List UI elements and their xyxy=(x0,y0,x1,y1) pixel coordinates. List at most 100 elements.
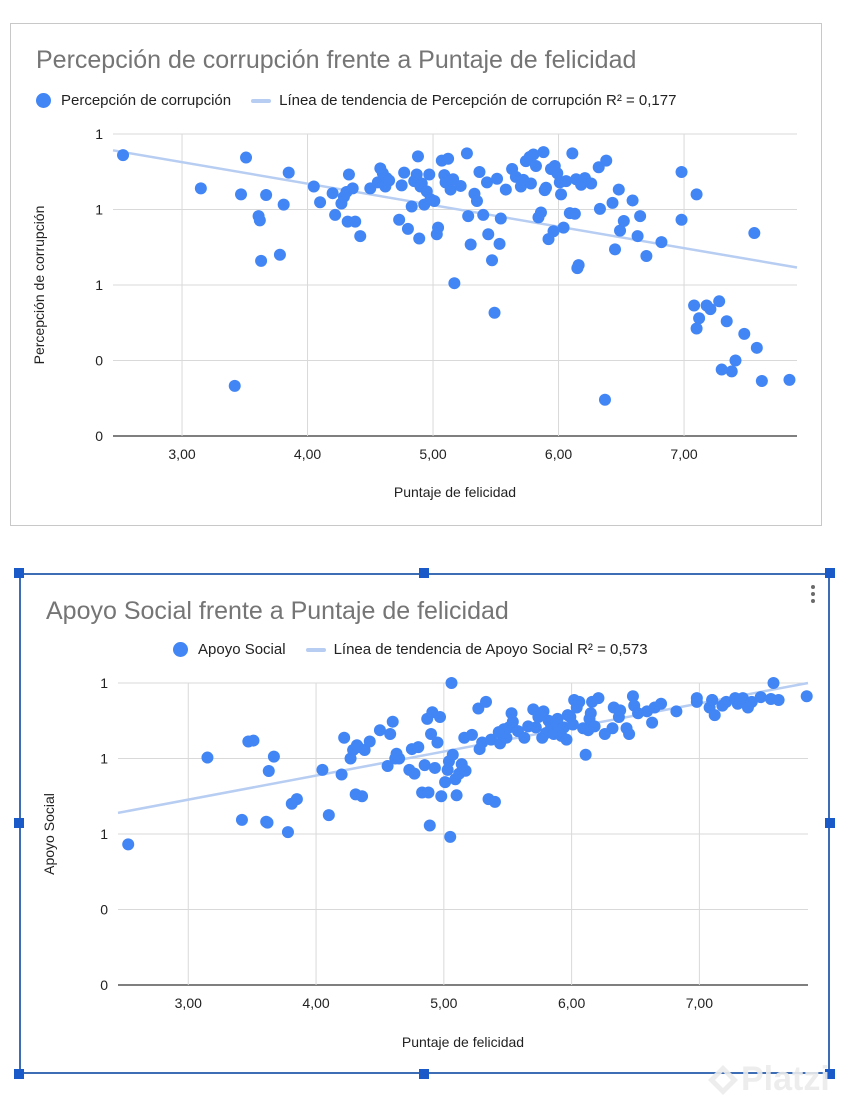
data-point xyxy=(273,248,286,261)
y-tick-label: 1 xyxy=(100,675,108,691)
data-point xyxy=(477,208,490,221)
resize-handle-bottom-right[interactable] xyxy=(825,1069,835,1079)
data-point xyxy=(631,230,644,243)
data-point xyxy=(422,786,435,799)
data-point xyxy=(393,752,406,765)
data-point xyxy=(432,221,445,234)
data-point xyxy=(439,776,452,789)
chart-card-corruption[interactable]: Percepción de corrupción frente a Puntaj… xyxy=(10,23,822,526)
data-point xyxy=(713,295,726,308)
x-tick-label: 5,00 xyxy=(419,446,446,462)
data-point xyxy=(573,695,586,708)
data-point xyxy=(690,188,703,201)
data-point xyxy=(598,393,611,406)
data-point xyxy=(551,167,564,180)
data-point xyxy=(626,194,639,207)
data-point xyxy=(473,166,486,179)
data-point xyxy=(431,736,444,749)
data-point xyxy=(551,712,564,725)
data-point xyxy=(470,195,483,208)
x-tick-label: 6,00 xyxy=(545,446,572,462)
data-point xyxy=(486,254,499,267)
y-tick-label: 1 xyxy=(100,751,108,767)
data-point xyxy=(738,327,751,340)
data-point xyxy=(529,721,542,734)
data-point xyxy=(465,728,478,741)
data-point xyxy=(307,180,320,193)
resize-handle-top-left[interactable] xyxy=(14,568,24,578)
data-point xyxy=(408,767,421,780)
data-point xyxy=(262,764,275,777)
data-point xyxy=(349,215,362,228)
data-point xyxy=(600,154,613,167)
data-point xyxy=(518,731,531,744)
data-point xyxy=(442,152,455,165)
chart-legend: Percepción de corrupción Línea de tenden… xyxy=(36,92,676,109)
data-point xyxy=(568,207,581,220)
data-point xyxy=(675,166,688,179)
data-point xyxy=(405,200,418,213)
data-point xyxy=(267,750,280,763)
data-point xyxy=(425,727,438,740)
x-tick-label: 3,00 xyxy=(175,995,202,1011)
data-point xyxy=(482,228,495,241)
legend-trend-label: Línea de tendencia de Apoyo Social R² = … xyxy=(333,641,648,658)
data-point xyxy=(632,707,645,720)
x-tick-label: 3,00 xyxy=(168,446,195,462)
resize-handle-bottom[interactable] xyxy=(419,1069,429,1079)
data-point xyxy=(373,724,386,737)
data-point xyxy=(499,183,512,196)
chart-card-social-support[interactable]: Apoyo Social frente a Puntaje de felicid… xyxy=(19,573,830,1074)
platzi-logo-icon xyxy=(708,1064,738,1095)
data-point xyxy=(491,172,504,185)
data-point xyxy=(560,733,573,746)
data-point xyxy=(572,259,585,272)
resize-handle-left[interactable] xyxy=(14,818,24,828)
y-tick-label: 0 xyxy=(100,902,108,918)
y-tick-label: 1 xyxy=(95,202,103,218)
scatter-plot-social-support[interactable]: 0 0 1 1 1 3,00 4,00 5,00 6,00 7,00 Puntaje de feli… xyxy=(21,575,828,1072)
data-point xyxy=(255,254,268,267)
resize-handle-top-right[interactable] xyxy=(825,568,835,578)
data-point xyxy=(670,705,683,718)
data-point xyxy=(767,677,780,689)
legend-trend-marker xyxy=(251,98,272,103)
data-point xyxy=(316,763,329,776)
data-point xyxy=(524,177,537,190)
scatter-plot-corruption[interactable]: 0 0 1 1 1 3,00 4,00 5,00 6,00 7,00 Puntaje de feli… xyxy=(11,24,821,525)
data-point xyxy=(555,188,568,201)
data-point xyxy=(640,250,653,263)
data-point xyxy=(356,790,369,803)
data-point xyxy=(464,238,477,251)
data-point xyxy=(626,690,639,703)
data-point xyxy=(411,150,424,163)
data-point xyxy=(122,838,135,851)
data-point xyxy=(783,373,796,386)
data-point xyxy=(606,196,619,209)
data-point xyxy=(326,187,339,200)
resize-handle-top[interactable] xyxy=(419,568,429,578)
y-tick-label: 0 xyxy=(95,353,103,369)
data-point xyxy=(634,210,647,223)
data-point xyxy=(444,183,457,196)
data-point xyxy=(617,214,630,227)
data-point xyxy=(290,793,303,806)
y-tick-label: 1 xyxy=(95,126,103,142)
data-point xyxy=(363,735,376,748)
data-point xyxy=(537,146,550,159)
data-point xyxy=(539,181,552,194)
data-point xyxy=(335,768,348,781)
resize-handle-right[interactable] xyxy=(825,818,835,828)
data-point xyxy=(342,168,355,181)
y-tick-label: 0 xyxy=(95,428,103,444)
more-options-icon[interactable] xyxy=(808,585,818,603)
data-point xyxy=(418,759,431,772)
resize-handle-bottom-left[interactable] xyxy=(14,1069,24,1079)
data-point xyxy=(428,761,441,774)
data-point xyxy=(693,312,706,325)
data-point xyxy=(398,166,411,179)
x-axis-title: Puntaje de felicidad xyxy=(394,484,516,500)
chart-legend: Apoyo Social Línea de tendencia de Apoyo… xyxy=(173,641,648,658)
trendline xyxy=(112,149,798,269)
data-point xyxy=(579,748,592,761)
